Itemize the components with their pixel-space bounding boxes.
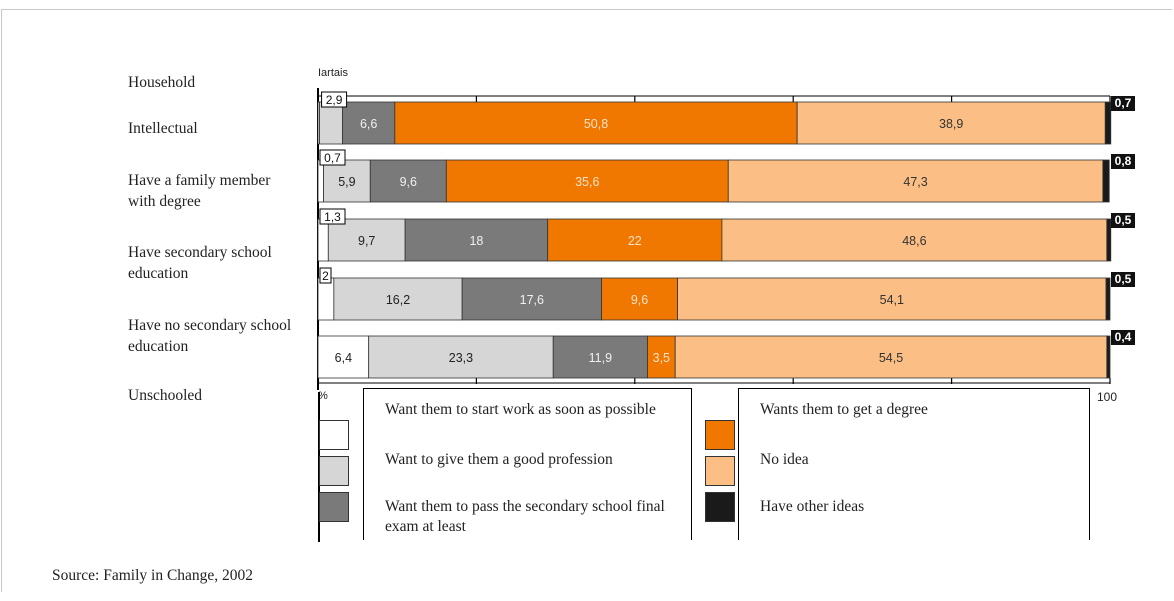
bar-segment-5-6 [1106, 335, 1111, 379]
data-label-3-2: 9,7 [358, 234, 375, 248]
data-label-box [319, 267, 332, 284]
data-label-5-5: 54,5 [879, 351, 903, 365]
data-label-3-4: 22 [628, 234, 642, 248]
data-label-box [321, 91, 348, 108]
legend-swatch-good-profession [319, 456, 349, 486]
bar-segment-2-5 [727, 159, 1104, 203]
bar-segment-5-5 [674, 335, 1108, 379]
legend-swatch-no-idea [705, 456, 735, 486]
other-ideas-label-box [1111, 96, 1135, 111]
legend-swatch-other-ideas [705, 492, 735, 522]
data-label-1-4: 50,8 [584, 117, 608, 131]
data-label-5-4: 3,5 [653, 351, 670, 365]
bar-segment-1-2 [319, 101, 343, 145]
data-label-3-3: 18 [469, 234, 483, 248]
data-label-4-4: 9,6 [631, 293, 648, 307]
data-label-4-3: 17,6 [520, 293, 544, 307]
row-label-intellectual: Intellectual [128, 120, 198, 137]
bar-segment-5-2 [368, 335, 554, 379]
bar-segment-3-4 [547, 218, 723, 262]
bar-segment-3-6 [1106, 218, 1112, 262]
legend-text-start-work: Want them to start work as soon as possi… [385, 401, 656, 418]
legend-swatch-secondary-exam [319, 492, 349, 522]
data-label-2-3: 9,6 [400, 175, 417, 189]
data-label-box [319, 208, 346, 225]
chart-data-labels: 2,9 6,6 50,8 38,9 0,7 0,7 5,9 9,6 35,6 47,3 0,8 1,3… [319, 91, 1135, 365]
data-label-other-ideas-5: 0,4 [1115, 330, 1132, 344]
data-label-5-2: 23,3 [449, 351, 473, 365]
bar-segment-3-2 [327, 218, 406, 262]
data-label-3-1: 1,3 [324, 210, 341, 224]
data-label-2-1: 0,7 [324, 151, 341, 165]
chart-bars [317, 101, 1112, 379]
legend-text-other-ideas: Have other ideas [760, 498, 865, 515]
data-label-1-3: 6,6 [360, 117, 377, 131]
legend-text-no-idea: No idea [760, 451, 809, 468]
data-label-5-1: 6,4 [335, 351, 352, 365]
source-note: Source: Family in Change, 2002 [52, 567, 254, 584]
other-ideas-label-box [1111, 213, 1135, 228]
bar-segment-2-2 [323, 159, 371, 203]
data-label-box [319, 149, 346, 166]
bar-segment-5-1 [317, 335, 370, 379]
other-ideas-label-box [1111, 272, 1135, 287]
axis-end-label: 100 [1097, 390, 1118, 404]
bar-segment-1-3 [342, 101, 396, 145]
row-label-family-degree: Have a family member with degree [128, 172, 271, 210]
legend-swatch-degree [705, 420, 735, 450]
legend-left-box [363, 388, 692, 540]
bar-segment-2-4 [445, 159, 729, 203]
legend-right-box [738, 388, 1090, 540]
bar-segment-2-6 [1102, 159, 1110, 203]
data-label-1-5: 38,9 [939, 117, 963, 131]
bar-segment-4-3 [461, 277, 602, 321]
data-label-4-2: 16,2 [386, 293, 410, 307]
data-label-other-ideas-1: 0,7 [1115, 96, 1132, 110]
bar-segment-5-3 [552, 335, 648, 379]
bar-segment-4-1 [317, 277, 335, 321]
chart-header-text: Iartais [318, 67, 348, 79]
data-label-2-4: 35,6 [575, 175, 599, 189]
bar-segment-4-4 [601, 277, 678, 321]
data-label-3-5: 48,6 [902, 234, 926, 248]
data-label-4-1: 2 [322, 269, 329, 283]
other-ideas-label-box [1111, 154, 1135, 169]
row-label-secondary: Have secondary school education [128, 244, 272, 282]
row-label-unschooled: Unschooled [128, 387, 203, 404]
bar-segment-3-1 [317, 218, 329, 262]
data-label-other-ideas-2: 0,8 [1115, 154, 1132, 168]
bar-segment-1-5 [796, 101, 1106, 145]
row-label-no-secondary: Have no secondary school education [128, 317, 292, 355]
bar-segment-2-1 [317, 159, 324, 203]
axis-start-label: % [318, 390, 328, 402]
figure-frame [1, 9, 1172, 592]
legend-text-secondary-exam: Want them to pass the secondary school f… [385, 498, 665, 535]
bar-segment-3-3 [404, 218, 549, 262]
bar-segment-4-6 [1105, 277, 1111, 321]
row-label-household: Household [128, 74, 196, 91]
data-label-4-5: 54,1 [880, 293, 904, 307]
bar-segment-3-5 [721, 218, 1108, 262]
bar-segment-4-2 [333, 277, 463, 321]
data-label-2-2: 5,9 [338, 175, 355, 189]
legend-text-degree: Wants them to get a degree [760, 401, 928, 418]
bar-segment-4-5 [677, 277, 1107, 321]
data-label-other-ideas-4: 0,5 [1115, 272, 1132, 286]
bar-segment-1-6 [1104, 101, 1112, 145]
data-label-1-2: 2,9 [326, 93, 343, 107]
data-label-2-5: 47,3 [903, 175, 927, 189]
data-label-5-3: 11,9 [589, 351, 612, 365]
legend-text-good-profession: Want to give them a good profession [385, 451, 613, 468]
data-label-other-ideas-3: 0,5 [1115, 213, 1132, 227]
other-ideas-label-box [1111, 330, 1135, 345]
legend-swatch-start-work [319, 420, 349, 450]
bar-segment-2-3 [369, 159, 447, 203]
